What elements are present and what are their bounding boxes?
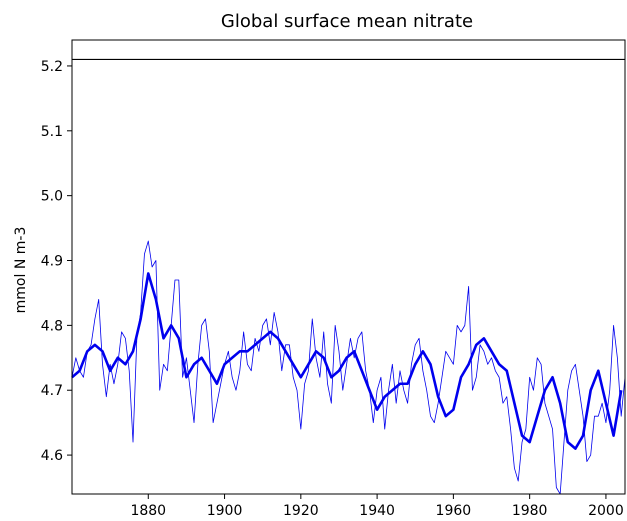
- y-axis: 4.6 4.7 4.8 4.9 5.0 5.1 5.2: [41, 59, 72, 464]
- y-tick-label: 5.2: [41, 59, 63, 75]
- y-axis-label: mmol N m-3: [13, 227, 29, 314]
- y-tick-label: 5.0: [41, 189, 63, 205]
- x-tick-label: 2000: [588, 503, 624, 519]
- x-tick-label: 1920: [283, 503, 319, 519]
- y-tick-label: 4.7: [41, 383, 63, 399]
- x-tick-label: 1940: [359, 503, 395, 519]
- x-tick-label: 1980: [512, 503, 548, 519]
- x-axis: 1880 1900 1920 1940 1960 1980 2000: [130, 494, 624, 519]
- x-tick-label: 1900: [207, 503, 243, 519]
- chart-title: Global surface mean nitrate: [221, 11, 473, 32]
- y-tick-label: 5.1: [41, 124, 63, 140]
- y-tick-label: 4.9: [41, 254, 63, 270]
- y-tick-label: 4.8: [41, 318, 63, 334]
- plot-frame: [71, 39, 626, 495]
- plot-area: [71, 58, 626, 495]
- smoothed-series-line: [71, 272, 623, 450]
- annual-series-line: [71, 240, 626, 495]
- x-tick-label: 1880: [130, 503, 166, 519]
- y-tick-label: 4.6: [41, 448, 63, 464]
- x-tick-label: 1960: [436, 503, 472, 519]
